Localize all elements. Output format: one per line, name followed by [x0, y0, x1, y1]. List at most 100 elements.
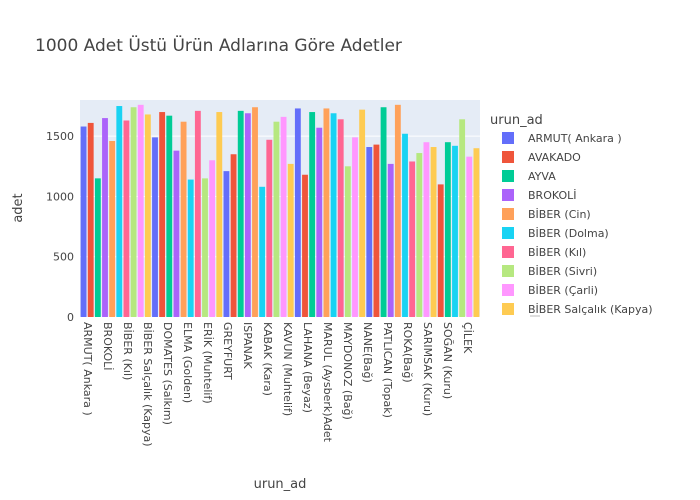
bar[interactable]	[402, 133, 408, 317]
x-tick-label: BİBER (Kıl)	[121, 322, 134, 380]
bar[interactable]	[80, 126, 87, 318]
bar[interactable]	[244, 113, 251, 317]
legend-label: AVAKADO	[528, 151, 581, 164]
bar[interactable]	[173, 150, 180, 317]
bar[interactable]	[380, 107, 387, 317]
legend-item[interactable]: BİBER (Dolma)	[502, 227, 609, 240]
legend-item[interactable]: BROKOLİ	[502, 189, 577, 202]
x-tick-label: PATLICAN (Topak)	[381, 322, 394, 418]
legend-label: BİBER (Kıl)	[528, 246, 586, 259]
bar[interactable]	[366, 147, 373, 317]
x-tick-label: ARMUT( Ankara )	[81, 322, 94, 416]
x-axis-title: urun_ad	[254, 477, 307, 492]
bar[interactable]	[152, 137, 158, 317]
bar[interactable]	[387, 163, 394, 317]
bar[interactable]	[109, 140, 116, 317]
bar[interactable]	[216, 112, 223, 317]
x-tick-label: ISPANAK	[241, 322, 254, 369]
legend-label: BROKOLİ	[528, 189, 577, 202]
legend-swatch	[502, 151, 514, 163]
legend-item[interactable]: BİBER (Sivri)	[502, 265, 597, 278]
bar[interactable]	[330, 113, 337, 317]
bar[interactable]	[423, 142, 430, 317]
chart-title: 1000 Adet Üstü Ürün Adlarına Göre Adetle…	[35, 34, 402, 56]
bar[interactable]	[209, 160, 216, 317]
bar[interactable]	[430, 147, 437, 317]
bar[interactable]	[102, 118, 108, 317]
legend-label: BİBER (Dolma)	[528, 227, 609, 240]
bar[interactable]	[373, 144, 380, 317]
bar[interactable]	[187, 179, 194, 317]
bar[interactable]	[359, 109, 366, 318]
legend-item[interactable]: BİBER (Cin)	[502, 208, 591, 221]
legend-swatch	[502, 303, 514, 315]
bar[interactable]	[452, 145, 458, 317]
bar[interactable]	[166, 115, 173, 317]
bar[interactable]	[194, 110, 201, 317]
bar[interactable]	[259, 186, 266, 317]
x-tick-label: BROKOLİ	[101, 322, 114, 371]
bar[interactable]	[302, 174, 308, 317]
bar[interactable]	[116, 106, 123, 318]
legend-title: urun_ad	[490, 113, 543, 128]
bar[interactable]	[130, 107, 137, 317]
bar[interactable]	[337, 119, 344, 318]
bar[interactable]	[316, 127, 323, 317]
bar[interactable]	[144, 114, 151, 317]
bar[interactable]	[266, 139, 273, 317]
bar[interactable]	[280, 116, 287, 317]
bar[interactable]	[437, 184, 444, 317]
legend-item[interactable]: AVAKADO	[502, 151, 581, 164]
legend-swatch	[502, 246, 514, 258]
y-tick-label: 500	[53, 251, 74, 264]
bar[interactable]	[202, 178, 208, 317]
x-tick-label: SOĞAN (Kuru)	[441, 322, 454, 399]
legend-item[interactable]: ARMUT( Ankara )	[502, 132, 622, 145]
legend-swatch	[502, 265, 514, 277]
legend-item[interactable]: BİBER (Kıl)	[502, 246, 586, 259]
bar[interactable]	[252, 107, 258, 317]
bar[interactable]	[87, 122, 94, 318]
bar[interactable]	[294, 108, 301, 317]
legend-label: BİBER (Çarli)	[528, 284, 598, 297]
bar[interactable]	[466, 156, 473, 317]
bar[interactable]	[352, 137, 358, 317]
bar[interactable]	[159, 112, 166, 317]
x-tick-label: ELMA (Golden)	[181, 322, 194, 403]
bar[interactable]	[123, 120, 130, 317]
bar[interactable]	[273, 121, 280, 317]
legend-item[interactable]: AYVA	[502, 170, 556, 183]
bar[interactable]	[459, 119, 466, 318]
x-tick-label: ERİK (Muhtelif)	[201, 322, 214, 404]
legend-swatch	[502, 132, 514, 144]
x-tick-label: ÇİLEK	[461, 322, 474, 354]
bar[interactable]	[394, 104, 401, 317]
bar[interactable]	[137, 104, 144, 317]
bar[interactable]	[309, 112, 316, 317]
bar[interactable]	[344, 166, 351, 317]
legend-swatch	[502, 170, 514, 182]
y-tick-label: 1000	[46, 190, 74, 203]
bar[interactable]	[416, 153, 423, 317]
x-tick-label: BİBER Salçalık (Kapya)	[141, 322, 154, 447]
bar[interactable]	[237, 110, 244, 317]
bar[interactable]	[323, 108, 330, 317]
legend-item[interactable]: BİBER Salçalık (Kapya)	[502, 303, 653, 316]
bar[interactable]	[230, 154, 237, 317]
bar[interactable]	[444, 142, 451, 317]
y-axis-title: adet	[11, 193, 26, 222]
legend-label: BİBER Salçalık (Kapya)	[528, 303, 653, 316]
bar[interactable]	[473, 148, 480, 317]
bar[interactable]	[409, 161, 416, 317]
bars-group	[80, 104, 480, 318]
x-tick-label: MARUL (Aysberk)Adet	[321, 322, 334, 443]
bar[interactable]	[223, 171, 230, 317]
bar[interactable]	[287, 163, 294, 317]
legend-label: BİBER (Sivri)	[528, 265, 597, 278]
legend[interactable]: urun_ad ARMUT( Ankara ) AVAKADO AYVA BROKOL…	[490, 113, 653, 317]
bar[interactable]	[94, 178, 101, 317]
bar[interactable]	[180, 121, 187, 317]
legend-item[interactable]: BİBER (Çarli)	[502, 284, 598, 297]
x-tick-label: SARIMSAK (Kuru)	[421, 322, 434, 416]
